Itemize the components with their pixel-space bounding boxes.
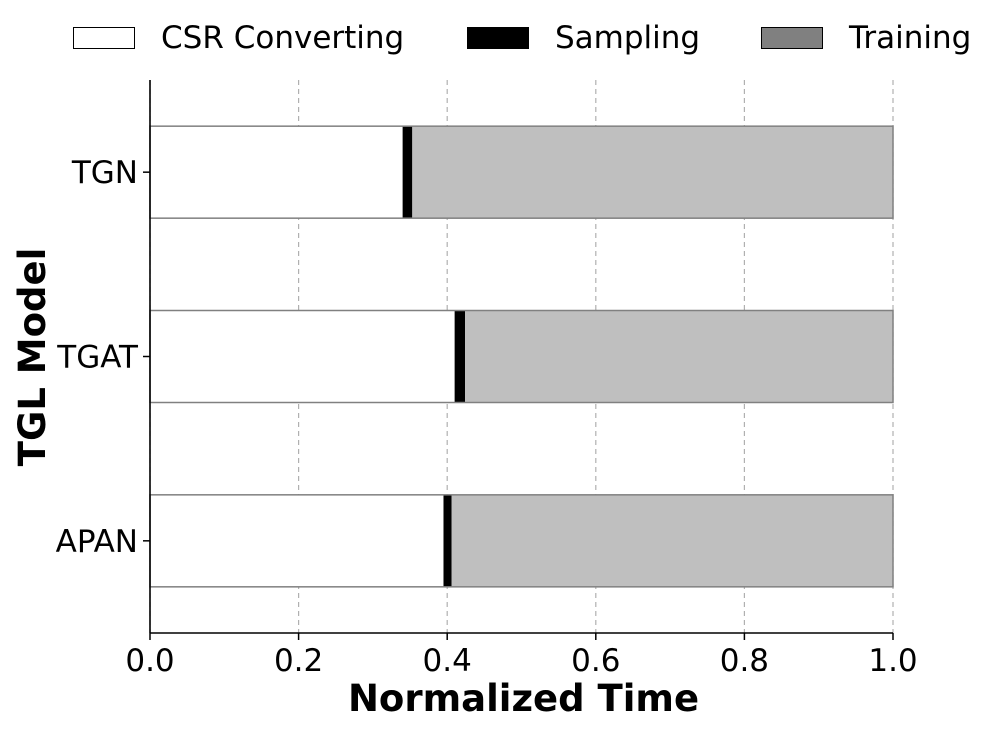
x-axis-title: Normalized Time xyxy=(348,677,699,720)
bar-tgat-sampling xyxy=(454,310,466,403)
x-tick-label-0-8: 0.8 xyxy=(720,643,769,679)
x-tick-label-1-0: 1.0 xyxy=(868,643,917,679)
legend: CSR Converting Sampling Training xyxy=(0,18,996,58)
x-tick-label-0-2: 0.2 xyxy=(274,643,323,679)
bar-apan-csr-converting xyxy=(150,494,444,587)
bar-tgat-training xyxy=(465,310,893,403)
x-tick-label-0-6: 0.6 xyxy=(571,643,620,679)
bar-tgn-sampling xyxy=(402,126,413,219)
y-tick-label-tgn: TGN xyxy=(71,155,138,191)
bar-tgn-csr-converting xyxy=(150,126,403,219)
bar-tgn-training xyxy=(412,126,893,219)
y-tick-label-tgat: TGAT xyxy=(56,340,139,376)
x-tick-label-0-4: 0.4 xyxy=(423,643,472,679)
legend-swatch-sampling xyxy=(467,27,529,49)
x-tick-label-0-0: 0.0 xyxy=(125,643,174,679)
y-axis-title: TGL Model xyxy=(11,248,54,467)
legend-label-training: Training xyxy=(849,20,972,56)
bar-apan-sampling xyxy=(443,494,452,587)
legend-swatch-training xyxy=(761,27,823,49)
legend-label-sampling: Sampling xyxy=(555,20,701,56)
legend-item-training: Training xyxy=(761,18,971,58)
bar-apan-training xyxy=(451,494,893,587)
legend-swatch-csr-converting xyxy=(73,27,135,49)
y-tick-label-apan: APAN xyxy=(56,524,138,560)
legend-item-sampling: Sampling xyxy=(467,18,700,58)
legend-item-csr-converting: CSR Converting xyxy=(73,18,404,58)
bar-tgat-csr-converting xyxy=(150,310,455,403)
legend-label-csr-converting: CSR Converting xyxy=(161,20,405,56)
